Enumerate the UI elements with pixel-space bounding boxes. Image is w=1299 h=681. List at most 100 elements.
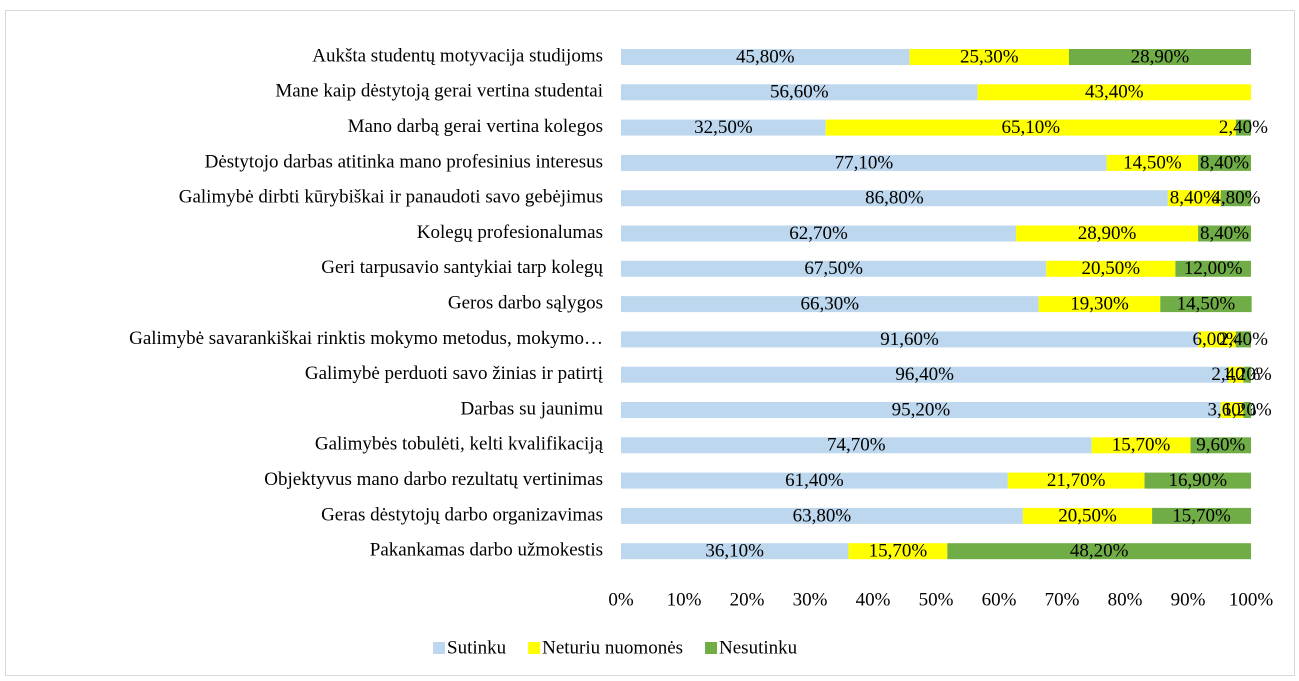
x-tick-label: 100% (1229, 589, 1274, 610)
y-tick-label: Galimybės tobulėti, kelti kvalifikaciją (315, 434, 604, 455)
data-label: 8,40% (1170, 188, 1219, 209)
y-tick-label: Galimybė perduoti savo žinias ir patirtį (305, 363, 603, 384)
bar-segment (848, 543, 948, 560)
x-tick-label: 40% (856, 589, 891, 610)
legend-label: Nesutinku (719, 637, 798, 658)
bar-segment (621, 543, 849, 560)
data-label: 20,50% (1082, 258, 1141, 279)
bar-segment (1220, 190, 1251, 207)
data-label: 21,70% (1047, 470, 1106, 491)
bar-segment (621, 402, 1221, 418)
data-label: 16,90% (1168, 470, 1227, 491)
data-label: 20,50% (1058, 505, 1117, 526)
data-label: 6,00% (1192, 329, 1241, 350)
y-tick-label: Dėstytojo darbas atitinka mano profesini… (205, 151, 603, 172)
x-tick-label: 30% (793, 589, 828, 610)
data-label: 67,50% (804, 258, 863, 279)
legend-swatch (528, 642, 541, 654)
data-label: 74,70% (827, 435, 886, 456)
x-tick-label: 10% (667, 589, 702, 610)
data-label: 28,90% (1131, 46, 1190, 67)
bar-segment (1068, 49, 1251, 65)
data-label: 15,70% (1112, 435, 1171, 456)
bar-segment (1228, 366, 1244, 383)
legend-label: Sutinku (447, 637, 507, 658)
x-tick-label: 90% (1171, 589, 1206, 610)
bar-segment (621, 154, 1107, 171)
bar-segment (1198, 331, 1236, 348)
bar-segment (1091, 437, 1191, 454)
data-label: 32,50% (694, 117, 753, 138)
bar-segment (825, 119, 1236, 136)
legend-swatch (705, 642, 718, 654)
legend-swatch (433, 642, 445, 654)
bar-segment (621, 296, 1039, 313)
y-tick-label: Aukšta studentų motyvacija studijoms (312, 45, 603, 66)
data-label: 56,60% (770, 82, 829, 103)
data-label: 28,90% (1078, 223, 1137, 244)
bar-segment (1022, 507, 1153, 524)
data-label: 61,40% (785, 470, 844, 491)
y-tick-label: Galimybė savarankiškai rinktis mokymo me… (129, 328, 603, 349)
bar-segment (1152, 507, 1251, 524)
bar-segment (1167, 190, 1221, 207)
bar-segment (1243, 366, 1251, 383)
bar-segment (621, 225, 1017, 242)
bar-segment (1106, 154, 1199, 171)
bar-segment (1175, 260, 1251, 277)
bar-segment (621, 437, 1092, 454)
x-tick-label: 0% (608, 589, 634, 610)
data-label: 9,60% (1196, 435, 1245, 456)
bar-segment (1243, 402, 1251, 418)
bar-segment (1198, 154, 1251, 171)
data-label: 19,30% (1070, 293, 1129, 314)
data-label: 43,40% (1085, 82, 1144, 103)
data-label: 95,20% (892, 399, 951, 420)
data-label: 12,00% (1184, 258, 1243, 279)
bar-segment (1220, 402, 1244, 418)
data-label: 2,40% (1219, 329, 1268, 350)
bar-segment (1160, 296, 1252, 313)
data-label: 15,70% (869, 541, 928, 562)
y-tick-label: Pakankamas darbo užmokestis (370, 540, 603, 561)
bar-segment (621, 507, 1023, 524)
bar-segment (1046, 260, 1176, 277)
x-tick-label: 20% (730, 589, 765, 610)
bar-segment (621, 472, 1008, 489)
data-label: 36,10% (705, 541, 764, 562)
bar-segment (1190, 437, 1251, 454)
x-tick-label: 60% (982, 589, 1017, 610)
data-label: 8,40% (1200, 152, 1249, 173)
data-label: 65,10% (1002, 117, 1061, 138)
bar-segment (1007, 472, 1145, 489)
y-tick-label: Galimybė dirbti kūrybiškai ir panaudoti … (179, 187, 603, 208)
x-tick-label: 50% (919, 589, 954, 610)
y-tick-label: Geros darbo sąlygos (448, 292, 603, 313)
bar-segment (1144, 472, 1251, 489)
data-label: 4,80% (1211, 188, 1260, 209)
data-label: 25,30% (960, 46, 1019, 67)
bar-segment (977, 84, 1251, 101)
data-label: 62,70% (789, 223, 848, 244)
legend-label: Neturiu nuomonės (542, 637, 683, 658)
bar-segment (621, 190, 1168, 207)
data-label: 14,50% (1177, 293, 1236, 314)
data-label: 91,60% (880, 329, 939, 350)
x-tick-label: 70% (1045, 589, 1080, 610)
y-tick-label: Geri tarpusavio santykiai tarp kolegų (321, 257, 603, 278)
y-tick-label: Geras dėstytojų darbo organizavimas (321, 504, 603, 525)
bar-segment (621, 119, 826, 136)
data-label: 77,10% (835, 152, 894, 173)
data-label: 14,50% (1123, 152, 1182, 173)
bar-segment (1016, 225, 1199, 242)
data-label: 66,30% (801, 293, 860, 314)
bar-segment (621, 331, 1199, 348)
bar-segment (1235, 119, 1251, 136)
x-tick-label: 80% (1108, 589, 1143, 610)
bar-segment (621, 49, 910, 65)
y-tick-label: Mano darbą gerai vertina kolegos (348, 116, 603, 137)
bar-segment (621, 366, 1229, 383)
bar-segment (909, 49, 1069, 65)
bar-segment (1235, 331, 1251, 348)
